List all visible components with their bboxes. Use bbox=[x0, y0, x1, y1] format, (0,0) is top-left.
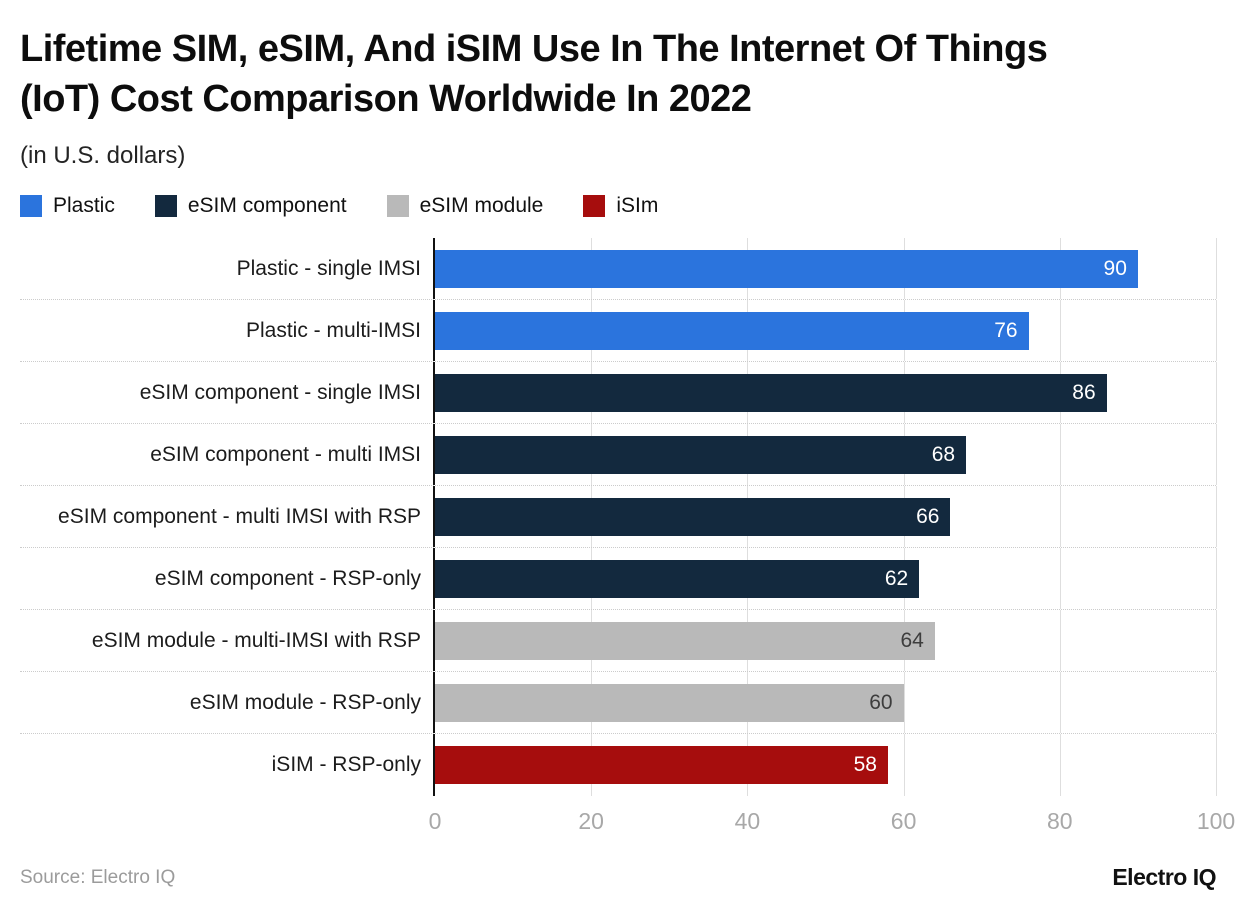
bar: 62 bbox=[435, 559, 920, 598]
gridline bbox=[903, 672, 905, 734]
category-label: eSIM component - RSP-only bbox=[154, 566, 421, 590]
legend-label: Plastic bbox=[53, 194, 115, 218]
gridline bbox=[1059, 610, 1061, 672]
legend: Plastic eSIM component eSIM module iSIm bbox=[20, 194, 1216, 218]
bar-track: 64 bbox=[433, 610, 1217, 672]
category-label: eSIM module - multi-IMSI with RSP bbox=[91, 628, 421, 652]
category-label: Plastic - single IMSI bbox=[236, 256, 421, 280]
chart-row: eSIM module - multi-IMSI with RSP 64 bbox=[20, 610, 1217, 673]
x-axis-tick-label: 100 bbox=[1196, 808, 1236, 835]
chart-row: eSIM component - multi IMSI with RSP 66 bbox=[20, 486, 1217, 549]
x-axis-tick-label: 20 bbox=[578, 808, 604, 835]
chart-row: Plastic - single IMSI 90 bbox=[20, 238, 1217, 301]
page-title-line1: Lifetime SIM, eSIM, And iSIM Use In The … bbox=[20, 28, 1048, 70]
bar-track: 60 bbox=[433, 672, 1217, 734]
chart-subtitle: (in U.S. dollars) bbox=[20, 142, 186, 170]
category-label: iSIM - RSP-only bbox=[271, 753, 421, 777]
bar-value-label: 60 bbox=[869, 690, 893, 714]
legend-item: iSIm bbox=[583, 194, 658, 218]
source-label: Source: Electro IQ bbox=[20, 866, 176, 888]
chart-row: eSIM component - multi IMSI 68 bbox=[20, 424, 1217, 487]
x-axis-tick-label: 60 bbox=[890, 808, 917, 835]
bar: 86 bbox=[435, 373, 1107, 412]
gridline bbox=[903, 734, 905, 797]
gridline bbox=[1216, 238, 1217, 300]
bar-value-label: 64 bbox=[900, 628, 924, 652]
gridline bbox=[1059, 548, 1061, 610]
bar-track: 62 bbox=[433, 548, 1217, 610]
gridline bbox=[1216, 486, 1217, 548]
bar-value-label: 68 bbox=[931, 442, 956, 466]
legend-item: eSIM component bbox=[154, 194, 347, 218]
brand-logo: Electro IQ bbox=[1112, 864, 1216, 891]
bar: 68 bbox=[435, 435, 967, 474]
x-axis-tick-label: 40 bbox=[734, 808, 761, 835]
legend-item: Plastic bbox=[20, 194, 115, 218]
x-axis: 0 20 40 60 80 100 bbox=[20, 796, 1236, 842]
bar-value-label: 62 bbox=[884, 566, 909, 590]
bar-track: 68 bbox=[433, 424, 1217, 486]
x-axis-track: 0 20 40 60 80 100 bbox=[429, 796, 1236, 842]
bar-track: 86 bbox=[433, 362, 1217, 424]
chart-page: Lifetime SIM, eSIM, And iSIM Use In The … bbox=[20, 24, 1236, 842]
page-title: Lifetime SIM, eSIM, And iSIM Use In The … bbox=[20, 24, 1216, 124]
category-label: eSIM module - RSP-only bbox=[189, 690, 421, 714]
legend-swatch-icon bbox=[583, 195, 606, 218]
legend-swatch-icon bbox=[20, 195, 42, 218]
gridline bbox=[1216, 424, 1217, 486]
bar-value-label: 66 bbox=[916, 504, 940, 528]
gridline bbox=[1216, 672, 1217, 734]
bar-value-label: 86 bbox=[1072, 380, 1096, 404]
bar: 66 bbox=[435, 497, 951, 536]
bar: 64 bbox=[435, 621, 935, 660]
bar-track: 58 bbox=[433, 734, 1217, 797]
chart-row: Plastic - multi-IMSI 76 bbox=[20, 300, 1217, 363]
bar-track: 66 bbox=[433, 486, 1217, 548]
chart-row: iSIM - RSP-only 58 bbox=[20, 734, 1217, 797]
gridline bbox=[1216, 548, 1217, 610]
bar-chart: Plastic - single IMSI 90 Plastic - multi-I… bbox=[20, 238, 1236, 842]
legend-label: iSIm bbox=[616, 194, 659, 218]
gridline bbox=[1216, 300, 1217, 362]
legend-swatch-icon bbox=[154, 195, 177, 218]
category-label: eSIM component - single IMSI bbox=[139, 380, 421, 404]
gridline bbox=[1216, 610, 1217, 672]
bar: 76 bbox=[435, 311, 1029, 350]
x-axis-spacer bbox=[20, 796, 433, 842]
gridline bbox=[1059, 672, 1061, 734]
chart-rows: Plastic - single IMSI 90 Plastic - multi-I… bbox=[20, 238, 1217, 797]
bar: 60 bbox=[435, 683, 904, 722]
legend-label: eSIM module bbox=[419, 194, 544, 218]
bar: 58 bbox=[435, 746, 888, 785]
bar-track: 90 bbox=[433, 238, 1217, 300]
gridline bbox=[1216, 362, 1217, 424]
bar-value-label: 76 bbox=[994, 318, 1018, 342]
page-title-line2: (IoT) Cost Comparison Worldwide In 2022 bbox=[20, 78, 752, 121]
legend-label: eSIM component bbox=[187, 194, 347, 218]
legend-swatch-icon bbox=[386, 195, 409, 218]
bar-value-label: 58 bbox=[853, 753, 877, 777]
bar-value-label: 90 bbox=[1103, 256, 1127, 280]
x-axis-tick-label: 80 bbox=[1047, 808, 1073, 835]
gridline bbox=[1059, 424, 1061, 486]
bar-track: 76 bbox=[433, 300, 1217, 362]
chart-footer: Source: Electro IQ Electro IQ bbox=[0, 864, 1240, 891]
x-axis-tick-label: 0 bbox=[428, 808, 442, 835]
gridline bbox=[1059, 300, 1061, 362]
gridline bbox=[1059, 486, 1061, 548]
category-label: eSIM component - multi IMSI bbox=[150, 442, 421, 466]
category-label: Plastic - multi-IMSI bbox=[245, 318, 421, 342]
gridline bbox=[1216, 734, 1217, 797]
chart-row: eSIM component - single IMSI 86 bbox=[20, 362, 1217, 425]
chart-row: eSIM component - RSP-only 62 bbox=[20, 548, 1217, 611]
chart-row: eSIM module - RSP-only 60 bbox=[20, 672, 1217, 735]
category-label: eSIM component - multi IMSI with RSP bbox=[58, 504, 421, 528]
gridline bbox=[1059, 734, 1061, 797]
bar: 90 bbox=[435, 249, 1138, 288]
legend-item: eSIM module bbox=[386, 194, 544, 218]
